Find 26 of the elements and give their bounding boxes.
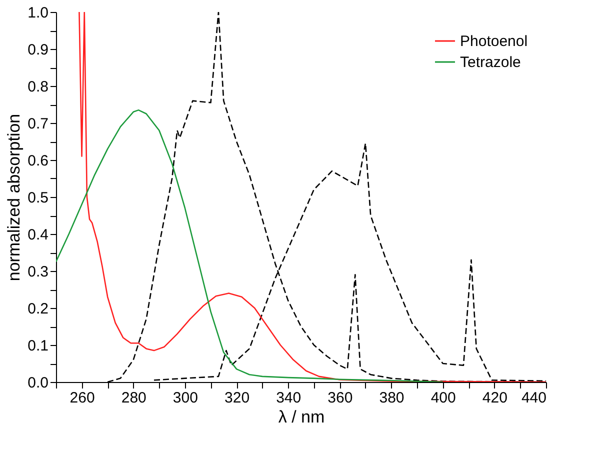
x-tick-label: 280 <box>121 390 146 406</box>
x-axis-title: λ / nm <box>278 408 325 426</box>
y-tick-label: 0.6 <box>28 152 48 170</box>
y-tick-label: 0.7 <box>28 116 48 132</box>
y-tick-label: 0.1 <box>28 338 48 354</box>
x-tick-label: 440 <box>521 390 546 406</box>
x-tick-label: 260 <box>70 390 95 406</box>
y-tick-label: 0.4 <box>28 226 48 244</box>
x-tick-label: 380 <box>379 390 404 406</box>
x-tick-label: 300 <box>172 390 198 406</box>
y-tick-label: 0.8 <box>28 78 48 96</box>
x-tick-label: 420 <box>482 390 508 406</box>
y-tick-label: 0.0 <box>28 374 48 392</box>
x-tick-label: 360 <box>328 390 353 406</box>
line-series <box>56 109 444 382</box>
y-tick-label: 1.0 <box>28 4 48 22</box>
legend-label: Tetrazole <box>460 54 521 71</box>
y-tick-label: 0.5 <box>28 190 48 206</box>
x-tick-label: 400 <box>430 390 456 406</box>
legend-label: Photoenol <box>460 33 528 50</box>
y-tick-label: 0.3 <box>28 264 48 280</box>
y-tick-label: 0.2 <box>28 300 48 318</box>
x-tick-label: 340 <box>276 390 302 406</box>
y-axis-title: normalized absorption <box>4 114 24 282</box>
x-tick-label: 320 <box>224 390 250 406</box>
y-tick-label: 0.9 <box>28 42 48 58</box>
